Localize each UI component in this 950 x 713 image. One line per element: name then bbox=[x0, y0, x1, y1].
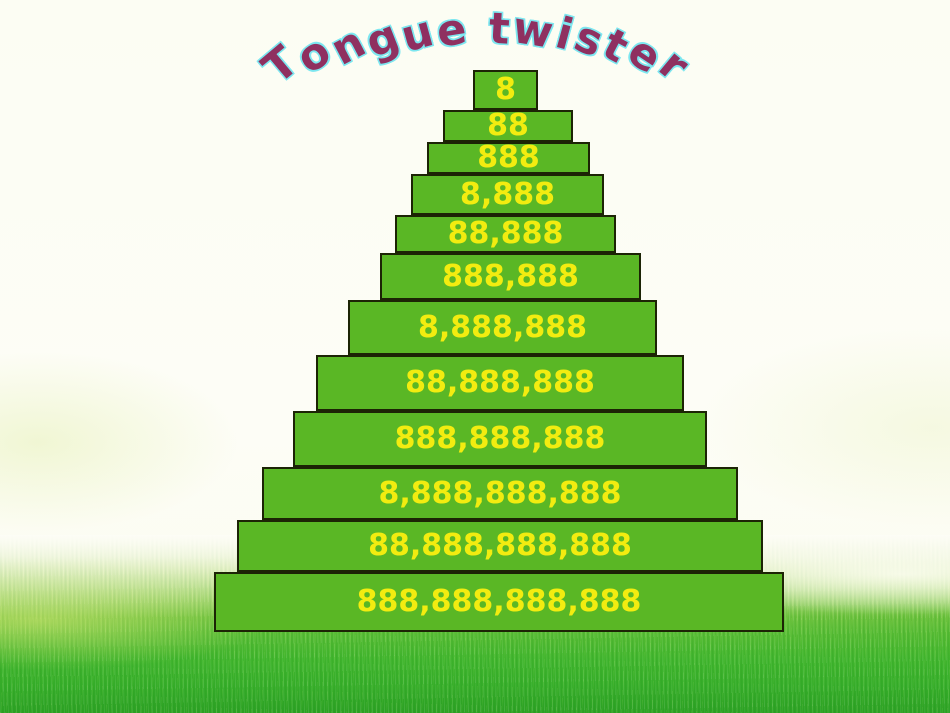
pyramid-number: 88,888,888,888 bbox=[368, 528, 632, 563]
pyramid-block: 8,888,888 bbox=[348, 300, 657, 355]
pyramid-number: 8,888 bbox=[460, 176, 555, 212]
pyramid-block: 8,888,888,888 bbox=[262, 467, 738, 520]
pyramid-block: 88,888,888 bbox=[316, 355, 684, 411]
pyramid-block: 88 bbox=[443, 110, 573, 142]
pyramid-block: 888,888,888,888 bbox=[214, 572, 784, 632]
pyramid-block: 8,888 bbox=[411, 174, 604, 215]
pyramid-block: 888,888,888 bbox=[293, 411, 707, 467]
pyramid-number: 8,888,888 bbox=[418, 309, 587, 345]
pyramid-block: 88,888 bbox=[395, 215, 616, 253]
pyramid-number: 88 bbox=[487, 108, 529, 143]
pyramid-block: 8 bbox=[473, 70, 538, 110]
pyramid-number: 88,888 bbox=[447, 216, 564, 251]
pyramid-block: 88,888,888,888 bbox=[237, 520, 763, 572]
pyramid-number: 8 bbox=[495, 72, 516, 107]
pyramid-block: 888,888 bbox=[380, 253, 641, 300]
pyramid-number: 88,888,888 bbox=[405, 365, 595, 400]
pyramid-block: 888 bbox=[427, 142, 590, 174]
pyramid-number: 888 bbox=[477, 140, 540, 175]
pyramid-number: 888,888,888,888 bbox=[356, 584, 642, 619]
pyramid-number: 888,888,888 bbox=[394, 421, 606, 456]
pyramid-number: 8,888,888,888 bbox=[378, 475, 622, 511]
pyramid-number: 888,888 bbox=[442, 258, 579, 294]
